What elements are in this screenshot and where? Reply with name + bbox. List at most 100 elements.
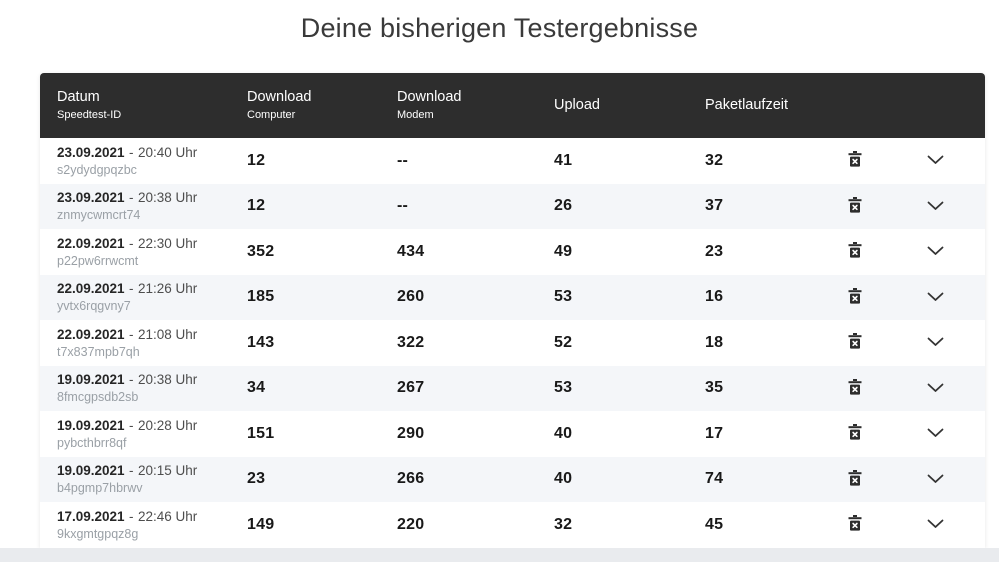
upload-value: 40	[554, 470, 573, 488]
expand-cell	[885, 468, 985, 491]
download-computer-value: 34	[247, 379, 266, 397]
chevron-down-icon	[927, 472, 944, 487]
expand-row-button[interactable]	[923, 468, 948, 491]
paketlaufzeit-cell: 35	[688, 379, 825, 397]
chevron-down-icon	[927, 244, 944, 259]
speedtest-id: 9kxgmtgpqz8g	[57, 526, 139, 541]
download-modem-cell: --	[380, 197, 537, 215]
test-datetime: 19.09.2021 - 20:15 Uhr	[57, 461, 230, 481]
trash-icon	[848, 196, 862, 216]
datum-cell: 22.09.2021 - 21:08 Uhr t7x837mpb7qh	[40, 325, 230, 361]
delete-result-button[interactable]	[844, 193, 866, 220]
delete-cell	[825, 284, 885, 311]
paketlaufzeit-value: 74	[705, 470, 724, 488]
delete-result-button[interactable]	[844, 466, 866, 493]
table-row: 22.09.2021 - 21:08 Uhr t7x837mpb7qh 143 …	[40, 320, 985, 366]
column-header-sublabel: Computer	[247, 108, 296, 121]
speedtest-id: p22pw6rrwcmt	[57, 253, 139, 268]
download-computer-value: 12	[247, 151, 266, 169]
table-header-row: Datum Speedtest-ID Download Computer Dow…	[40, 73, 985, 138]
delete-result-button[interactable]	[844, 238, 866, 265]
download-modem-cell: 260	[380, 288, 537, 306]
speedtest-id: yvtx6rqgvny7	[57, 299, 131, 314]
download-computer-cell: 143	[230, 334, 380, 352]
test-time: 20:38 Uhr	[137, 372, 198, 388]
delete-cell	[825, 375, 885, 402]
test-time: 20:40 Uhr	[137, 144, 198, 160]
datum-cell: 19.09.2021 - 20:15 Uhr b4pgmp7hbrwv	[40, 461, 230, 497]
download-modem-value: 220	[397, 515, 425, 533]
download-computer-cell: 151	[230, 425, 380, 443]
table-row: 22.09.2021 - 22:30 Uhr p22pw6rrwcmt 352 …	[40, 229, 985, 275]
paketlaufzeit-cell: 32	[688, 152, 825, 170]
test-time: 22:46 Uhr	[137, 508, 198, 524]
chevron-down-icon	[927, 517, 944, 532]
paketlaufzeit-cell: 18	[688, 334, 825, 352]
trash-icon	[848, 287, 862, 307]
delete-result-button[interactable]	[844, 329, 866, 356]
test-date: 22.09.2021	[57, 281, 125, 297]
column-header-sublabel: Modem	[397, 108, 434, 121]
paketlaufzeit-value: 32	[705, 151, 724, 169]
upload-value: 32	[554, 515, 573, 533]
expand-row-button[interactable]	[923, 377, 948, 400]
test-time: 21:26 Uhr	[137, 281, 198, 297]
test-datetime: 17.09.2021 - 22:46 Uhr	[57, 507, 230, 527]
upload-cell: 49	[537, 243, 688, 261]
download-computer-cell: 12	[230, 197, 380, 215]
paketlaufzeit-value: 45	[705, 515, 724, 533]
paketlaufzeit-value: 18	[705, 333, 724, 351]
date-time-separator: -	[129, 417, 134, 433]
test-date: 23.09.2021	[57, 144, 125, 160]
delete-cell	[825, 147, 885, 174]
download-computer-cell: 12	[230, 152, 380, 170]
trash-icon	[848, 333, 862, 352]
date-time-separator: -	[129, 463, 134, 479]
expand-cell	[885, 422, 985, 445]
datum-cell: 22.09.2021 - 21:26 Uhr yvtx6rqgvny7	[40, 279, 230, 315]
expand-cell	[885, 240, 985, 263]
delete-result-button[interactable]	[844, 284, 866, 311]
download-computer-value: 151	[247, 424, 275, 442]
delete-result-button[interactable]	[844, 420, 866, 447]
download-computer-cell: 34	[230, 379, 380, 397]
download-modem-cell: 290	[380, 425, 537, 443]
chevron-down-icon	[927, 199, 944, 214]
table-row: 19.09.2021 - 20:15 Uhr b4pgmp7hbrwv 23 2…	[40, 456, 985, 502]
expand-row-button[interactable]	[923, 513, 948, 536]
chevron-down-icon	[927, 153, 944, 168]
test-date: 19.09.2021	[57, 372, 125, 388]
table-row: 23.09.2021 - 20:40 Uhr s2ydydgpqzbc 12 -…	[40, 138, 985, 184]
column-header-label: Download	[247, 89, 312, 106]
column-header-download-computer: Download Computer	[230, 88, 380, 123]
column-header-download-modem: Download Modem	[380, 88, 537, 123]
chevron-down-icon	[927, 426, 944, 441]
expand-row-button[interactable]	[923, 240, 948, 263]
delete-result-button[interactable]	[844, 147, 866, 174]
expand-cell	[885, 513, 985, 536]
expand-cell	[885, 331, 985, 354]
test-time: 20:38 Uhr	[137, 190, 198, 206]
delete-result-button[interactable]	[844, 511, 866, 538]
paketlaufzeit-cell: 17	[688, 425, 825, 443]
download-computer-cell: 352	[230, 243, 380, 261]
upload-value: 40	[554, 424, 573, 442]
upload-cell: 40	[537, 425, 688, 443]
date-time-separator: -	[129, 235, 134, 251]
delete-result-button[interactable]	[844, 375, 866, 402]
expand-row-button[interactable]	[923, 422, 948, 445]
delete-cell	[825, 329, 885, 356]
datum-cell: 23.09.2021 - 20:40 Uhr s2ydydgpqzbc	[40, 143, 230, 179]
expand-row-button[interactable]	[923, 149, 948, 172]
trash-icon	[848, 515, 862, 534]
paketlaufzeit-value: 16	[705, 288, 724, 306]
test-date: 23.09.2021	[57, 190, 125, 206]
trash-icon	[848, 242, 862, 261]
expand-row-button[interactable]	[923, 331, 948, 354]
upload-cell: 32	[537, 516, 688, 534]
trash-icon	[848, 424, 862, 443]
expand-row-button[interactable]	[923, 286, 948, 309]
expand-row-button[interactable]	[923, 195, 948, 218]
download-modem-value: 322	[397, 333, 425, 351]
upload-cell: 53	[537, 288, 688, 306]
